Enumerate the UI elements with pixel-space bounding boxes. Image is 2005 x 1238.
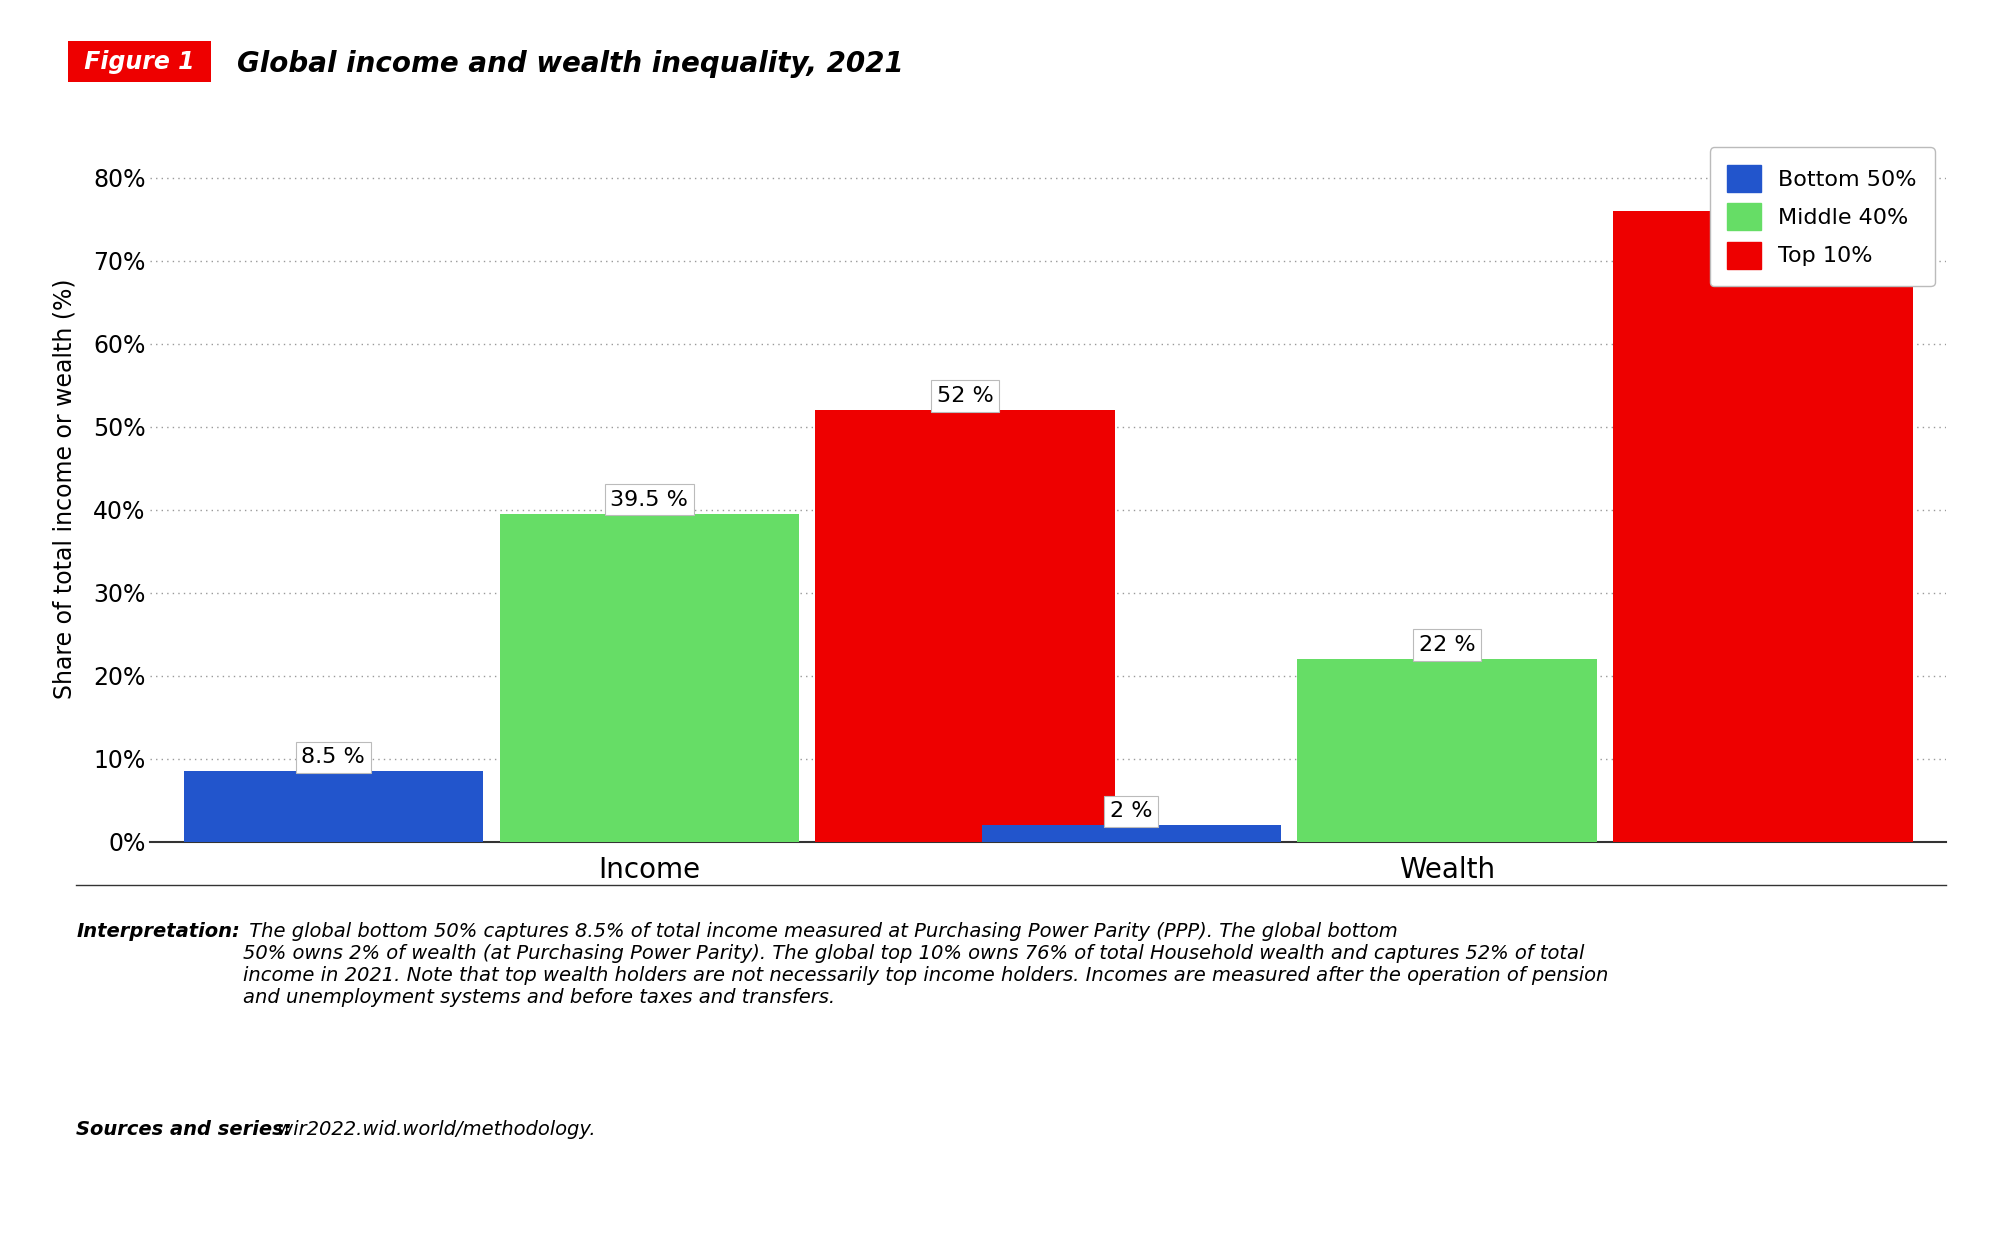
- Bar: [184, 771, 483, 842]
- Text: Sources and series:: Sources and series:: [76, 1120, 291, 1139]
- Bar: [499, 514, 798, 842]
- Text: wir2022.wid.world/methodology.: wir2022.wid.world/methodology.: [271, 1120, 595, 1139]
- Text: 76 %: 76 %: [1734, 187, 1790, 207]
- Text: 2 %: 2 %: [1109, 801, 1153, 821]
- Bar: [814, 410, 1115, 842]
- Text: 39.5 %: 39.5 %: [610, 490, 688, 510]
- Text: 52 %: 52 %: [936, 386, 992, 406]
- Text: 8.5 %: 8.5 %: [301, 747, 365, 768]
- Text: Figure 1: Figure 1: [76, 50, 203, 73]
- Text: Global income and wealth inequality, 2021: Global income and wealth inequality, 202…: [237, 50, 902, 78]
- Text: 22 %: 22 %: [1418, 635, 1476, 655]
- Bar: [980, 826, 1281, 842]
- Y-axis label: Share of total income or wealth (%): Share of total income or wealth (%): [52, 279, 76, 699]
- Text: Interpretation:: Interpretation:: [76, 922, 241, 941]
- Legend: Bottom 50%, Middle 40%, Top 10%: Bottom 50%, Middle 40%, Top 10%: [1708, 147, 1933, 286]
- Text: The global bottom 50% captures 8.5% of total income measured at Purchasing Power: The global bottom 50% captures 8.5% of t…: [243, 922, 1608, 1008]
- Bar: [1297, 659, 1596, 842]
- Bar: [1612, 210, 1911, 842]
